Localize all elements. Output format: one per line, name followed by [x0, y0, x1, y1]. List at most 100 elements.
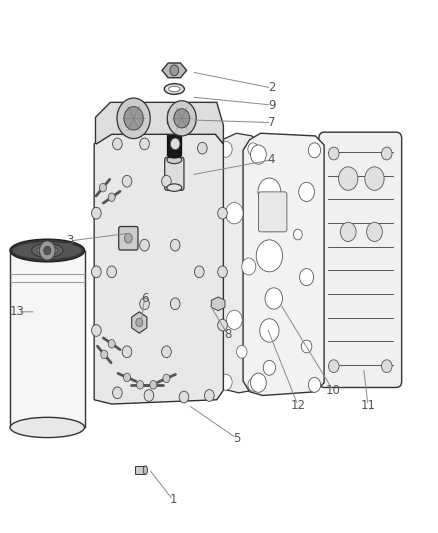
Text: 10: 10 — [325, 384, 340, 397]
Circle shape — [108, 193, 115, 201]
Circle shape — [194, 266, 204, 278]
Circle shape — [140, 239, 149, 251]
Circle shape — [381, 360, 392, 373]
Bar — [10, 251, 85, 427]
Circle shape — [256, 240, 283, 272]
Text: 8: 8 — [224, 328, 231, 341]
Circle shape — [218, 207, 227, 219]
Ellipse shape — [12, 241, 82, 260]
Circle shape — [219, 141, 232, 157]
Circle shape — [218, 319, 227, 331]
Circle shape — [170, 65, 179, 76]
Circle shape — [122, 175, 132, 187]
Ellipse shape — [164, 106, 185, 118]
Ellipse shape — [32, 244, 63, 257]
Bar — [167, 123, 181, 155]
Circle shape — [92, 325, 101, 336]
Circle shape — [92, 266, 101, 278]
FancyBboxPatch shape — [258, 192, 287, 232]
Circle shape — [163, 374, 170, 383]
Circle shape — [328, 360, 339, 373]
Ellipse shape — [169, 86, 180, 92]
Circle shape — [248, 143, 258, 156]
Circle shape — [367, 222, 382, 241]
Circle shape — [137, 381, 144, 389]
Circle shape — [300, 269, 314, 286]
Circle shape — [179, 391, 189, 403]
Circle shape — [122, 346, 132, 358]
Polygon shape — [162, 63, 187, 78]
Circle shape — [328, 147, 339, 160]
Circle shape — [299, 182, 314, 201]
Circle shape — [293, 229, 302, 240]
Circle shape — [381, 147, 392, 160]
Polygon shape — [211, 297, 225, 311]
Circle shape — [198, 142, 207, 154]
Text: 2: 2 — [268, 82, 276, 94]
Circle shape — [150, 381, 157, 389]
Circle shape — [162, 175, 171, 187]
Circle shape — [124, 373, 131, 382]
Ellipse shape — [37, 246, 58, 255]
Ellipse shape — [10, 417, 85, 438]
Circle shape — [308, 377, 321, 392]
Circle shape — [167, 101, 196, 136]
Circle shape — [339, 167, 358, 190]
Circle shape — [170, 298, 180, 310]
Circle shape — [301, 340, 312, 353]
Text: 3: 3 — [67, 235, 74, 247]
Circle shape — [113, 387, 122, 399]
Ellipse shape — [167, 151, 181, 158]
FancyBboxPatch shape — [165, 157, 184, 190]
Circle shape — [251, 373, 266, 392]
Circle shape — [248, 378, 258, 391]
Polygon shape — [132, 312, 147, 333]
Circle shape — [205, 390, 214, 401]
Circle shape — [226, 310, 242, 329]
Ellipse shape — [167, 119, 181, 126]
Circle shape — [136, 318, 143, 327]
Text: 7: 7 — [268, 116, 276, 129]
Circle shape — [140, 138, 149, 150]
Circle shape — [170, 138, 180, 150]
Polygon shape — [94, 134, 223, 404]
Circle shape — [219, 374, 232, 390]
Polygon shape — [243, 133, 324, 395]
Polygon shape — [95, 102, 223, 144]
Circle shape — [226, 203, 243, 224]
Circle shape — [340, 222, 356, 241]
Circle shape — [308, 143, 321, 158]
Circle shape — [113, 138, 122, 150]
Circle shape — [263, 360, 276, 375]
Ellipse shape — [167, 156, 182, 164]
FancyBboxPatch shape — [319, 132, 402, 387]
Circle shape — [258, 178, 281, 206]
Ellipse shape — [167, 184, 182, 191]
Ellipse shape — [164, 84, 184, 94]
Circle shape — [124, 233, 132, 243]
Circle shape — [99, 183, 106, 192]
Circle shape — [242, 258, 256, 275]
Text: 11: 11 — [360, 399, 375, 411]
Polygon shape — [216, 133, 261, 393]
Circle shape — [144, 390, 154, 401]
Ellipse shape — [168, 109, 181, 116]
Text: 4: 4 — [268, 154, 276, 166]
Text: 1: 1 — [169, 494, 177, 506]
Circle shape — [251, 145, 266, 164]
Circle shape — [39, 241, 55, 260]
Circle shape — [44, 246, 51, 255]
Text: 12: 12 — [290, 399, 305, 411]
Text: 9: 9 — [268, 99, 276, 111]
Text: 13: 13 — [10, 305, 25, 318]
FancyBboxPatch shape — [119, 227, 138, 250]
Circle shape — [124, 107, 143, 130]
Ellipse shape — [10, 239, 85, 262]
Ellipse shape — [143, 466, 148, 474]
Circle shape — [260, 319, 279, 342]
Circle shape — [170, 239, 180, 251]
Text: 5: 5 — [233, 432, 240, 445]
Circle shape — [237, 345, 247, 358]
Circle shape — [265, 288, 283, 309]
Circle shape — [140, 298, 149, 310]
